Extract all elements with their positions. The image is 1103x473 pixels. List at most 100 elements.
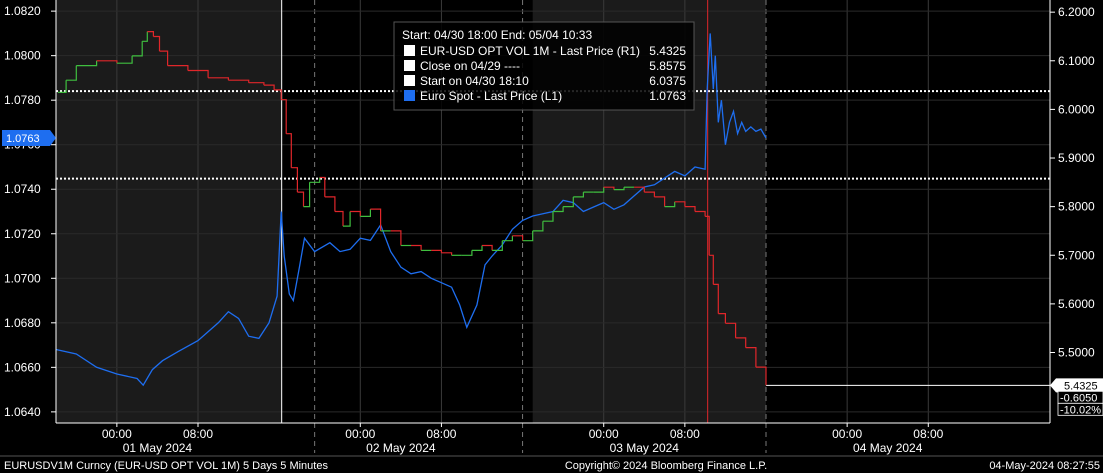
- x-date-label: 01 May 2024: [123, 441, 193, 455]
- series-step-vol: [492, 240, 503, 251]
- series-step-vol: [644, 191, 655, 197]
- left-tick-label: 1.0640: [4, 405, 41, 419]
- series-step-vol: [755, 366, 767, 386]
- legend-value: 6.0375: [649, 74, 686, 88]
- right-tick-label: 5.6000: [1058, 297, 1095, 311]
- footer-copyright: Copyright© 2024 Bloomberg Finance L.P.: [565, 460, 767, 472]
- footer-ticker: EURUSDV1M Curncy (EUR-USD OPT VOL 1M) 5 …: [4, 460, 328, 472]
- series-step-vol: [718, 313, 726, 324]
- series-step-vol: [303, 182, 311, 208]
- right-badge-bg: [1050, 378, 1103, 393]
- series-step-vol: [674, 201, 686, 207]
- x-date-label: 03 May 2024: [610, 441, 680, 455]
- legend-value: 5.4325: [649, 44, 686, 58]
- series-step-vol: [324, 196, 336, 212]
- legend-header: Start: 04/30 18:00 End: 05/04 10:33: [402, 28, 592, 42]
- left-tick-label: 1.0800: [4, 49, 41, 63]
- series-step-vol: [116, 55, 133, 64]
- series-step-vol: [142, 31, 148, 42]
- series-step-vol: [745, 347, 757, 368]
- series-step-vol: [482, 244, 493, 251]
- left-tick-label: 1.0660: [4, 360, 41, 374]
- series-step-vol: [471, 245, 483, 251]
- series-step-vol: [132, 41, 143, 57]
- value-badges: 1.0763 5.4325-0.6050-10.02%: [2, 130, 1103, 416]
- left-current-badge-text: 1.0763: [6, 133, 40, 145]
- x-date-label: 04 May 2024: [853, 441, 923, 455]
- series-step-vol: [291, 167, 298, 193]
- right-tick-label: 5.5000: [1058, 346, 1095, 360]
- series-step-vol: [228, 79, 250, 83]
- legend-label: EUR-USD OPT VOL 1M - Last Price (R1): [420, 44, 640, 58]
- series-step-vol: [66, 65, 77, 81]
- legend-label: Close on 04/29 ----: [420, 59, 520, 73]
- series-step-vol: [411, 244, 422, 251]
- footer-timestamp: 04-May-2024 08:27:55: [989, 460, 1100, 472]
- series-step-vol: [360, 209, 371, 217]
- right-badge-text: -0.6050: [1060, 392, 1097, 404]
- x-tick-label: 08:00: [670, 427, 700, 441]
- legend-value: 5.8575: [649, 59, 686, 73]
- series-step-vol: [350, 210, 361, 217]
- series-line-euro-spot: [55, 33, 767, 387]
- left-tick-label: 1.0740: [4, 182, 41, 196]
- series-step-vol: [76, 60, 98, 67]
- series-step-vol: [187, 69, 209, 78]
- series-step-vol: [684, 206, 696, 212]
- series-step-vol: [96, 60, 118, 64]
- session-band: [56, 0, 282, 423]
- right-badge-text: -10.02%: [1060, 404, 1101, 416]
- series-step-vol: [248, 82, 265, 86]
- series-step-vol: [263, 84, 275, 90]
- right-badge-text: 5.4325: [1064, 380, 1098, 392]
- axes: 1.06401.06601.06801.07001.07201.07401.07…: [0, 0, 1103, 457]
- series-step-vol: [274, 89, 282, 100]
- legend-swatch: [404, 90, 415, 101]
- series-step-vol: [664, 201, 676, 208]
- series-step-vol: [654, 196, 666, 207]
- x-tick-label: 08:00: [183, 427, 213, 441]
- series-step-vol: [634, 186, 645, 193]
- series-step-vol: [695, 210, 706, 217]
- series-step-vol: [713, 283, 719, 314]
- x-tick-label: 08:00: [913, 427, 943, 441]
- series-step-vol: [735, 337, 747, 348]
- right-tick-label: 5.9000: [1058, 151, 1095, 165]
- series-step-vol: [553, 206, 564, 213]
- legend-value: 1.0763: [649, 89, 686, 103]
- series-step-vol: [613, 187, 625, 191]
- left-tick-label: 1.0820: [4, 4, 41, 18]
- series-step-vol: [725, 322, 737, 338]
- series-step-vol: [370, 208, 382, 231]
- right-tick-label: 5.8000: [1058, 200, 1095, 214]
- legend-label: Start on 04/30 18:10: [420, 74, 529, 88]
- legend: Start: 04/30 18:00 End: 05/04 10:33 EUR-U…: [393, 21, 695, 111]
- right-tick-label: 6.0000: [1058, 102, 1095, 116]
- series-step-vol: [159, 50, 169, 66]
- series-step-vol: [522, 230, 534, 242]
- series-step-vol: [593, 187, 605, 193]
- series-step-vol: [502, 235, 513, 242]
- series-step-vol: [343, 211, 351, 227]
- series-step-vol: [431, 249, 442, 253]
- x-tick-label: 00:00: [345, 427, 375, 441]
- series-step-vol: [461, 250, 473, 256]
- series-step-vol: [563, 196, 574, 208]
- series-step-vol: [147, 31, 154, 37]
- series-step-vol: [512, 235, 524, 241]
- x-tick-label: 00:00: [102, 427, 132, 441]
- x-date-label: 02 May 2024: [366, 441, 436, 455]
- legend-swatch: [404, 75, 415, 86]
- series-step-vol: [309, 177, 321, 183]
- series-step-vol: [542, 211, 554, 222]
- legend-swatch: [404, 45, 415, 56]
- series-step-vol: [297, 191, 305, 207]
- left-current-badge: [2, 130, 56, 147]
- series-step-vol: [390, 230, 402, 246]
- right-tick-label: 6.2000: [1058, 5, 1095, 19]
- legend-swatch: [404, 60, 415, 71]
- gridlines: [56, 0, 1050, 453]
- series-step-vol: [319, 176, 326, 197]
- series-step-vol: [58, 80, 67, 93]
